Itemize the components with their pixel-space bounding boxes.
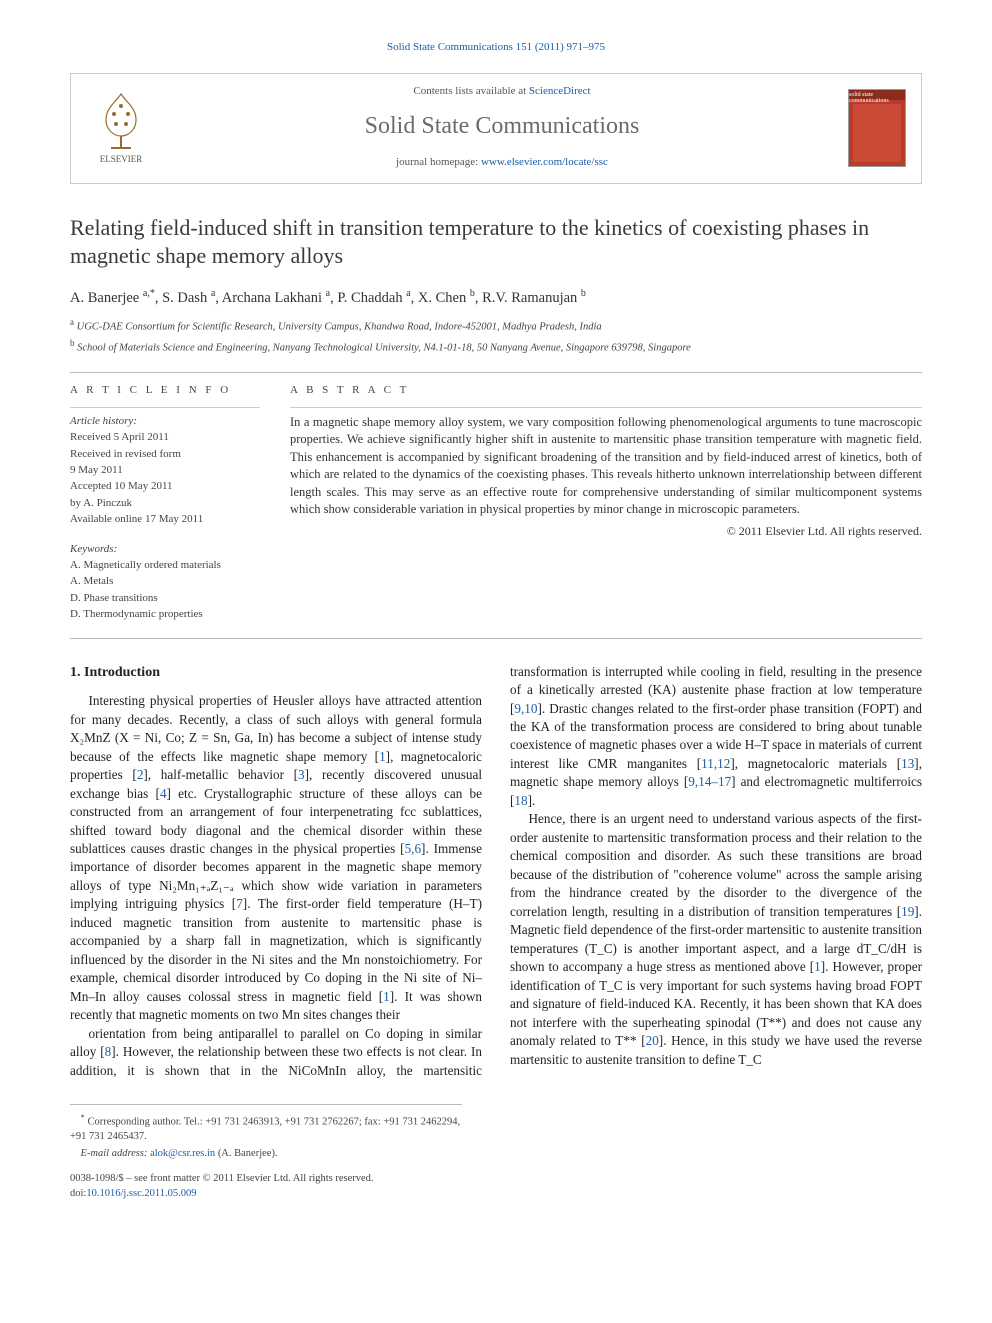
journal-cover-thumbnail: solid state communications: [848, 89, 906, 167]
contents-line: Contents lists available at ScienceDirec…: [176, 84, 828, 99]
citation-link[interactable]: Solid State Communications 151 (2011) 97…: [387, 41, 605, 53]
running-head: Solid State Communications 151 (2011) 97…: [70, 40, 922, 55]
corresponding-author-note: * Corresponding author. Tel.: +91 731 24…: [70, 1111, 462, 1145]
publisher-logo: ELSEVIER: [86, 86, 156, 169]
sciencedirect-link[interactable]: ScienceDirect: [529, 85, 591, 97]
article-info-block: A R T I C L E I N F O Article history: R…: [70, 383, 260, 623]
body-paragraph: Interesting physical properties of Heusl…: [70, 692, 482, 1025]
homepage-link[interactable]: www.elsevier.com/locate/ssc: [481, 156, 608, 168]
affiliation: b School of Materials Science and Engine…: [70, 337, 922, 356]
abstract-copyright: © 2011 Elsevier Ltd. All rights reserved…: [290, 523, 922, 540]
keyword-line: D. Thermodynamic properties: [70, 607, 260, 622]
abstract-block: A B S T R A C T In a magnetic shape memo…: [290, 383, 922, 623]
homepage-line: journal homepage: www.elsevier.com/locat…: [176, 155, 828, 170]
doi-link[interactable]: 10.1016/j.ssc.2011.05.009: [86, 1188, 196, 1199]
journal-masthead: ELSEVIER Contents lists available at Sci…: [70, 73, 922, 183]
front-matter-line: 0038-1098/$ – see front matter © 2011 El…: [70, 1172, 374, 1187]
journal-title: Solid State Communications: [176, 110, 828, 144]
article-history-label: Article history:: [70, 414, 260, 429]
history-line: by A. Pinczuk: [70, 496, 260, 511]
keyword-line: D. Phase transitions: [70, 591, 260, 606]
section-rule: [70, 638, 922, 639]
body-columns: 1. Introduction Interesting physical pro…: [70, 663, 922, 1081]
history-line: Accepted 10 May 2011: [70, 479, 260, 494]
keywords-label: Keywords:: [70, 542, 260, 557]
section-rule: [70, 372, 922, 373]
elsevier-tree-icon: ELSEVIER: [86, 86, 156, 164]
article-title: Relating field-induced shift in transiti…: [70, 214, 922, 271]
footnotes: * Corresponding author. Tel.: +91 731 24…: [70, 1104, 462, 1162]
page-footer: 0038-1098/$ – see front matter © 2011 El…: [70, 1172, 922, 1201]
corresponding-email-link[interactable]: alok@csr.res.in: [150, 1148, 215, 1159]
affiliation: a UGC-DAE Consortium for Scientific Rese…: [70, 316, 922, 335]
doi-line: doi:10.1016/j.ssc.2011.05.009: [70, 1187, 374, 1202]
author-list: A. Banerjee a,*, S. Dash a, Archana Lakh…: [70, 287, 922, 308]
publisher-name: ELSEVIER: [100, 154, 143, 164]
keyword-line: A. Magnetically ordered materials: [70, 558, 260, 573]
abstract-heading: A B S T R A C T: [290, 383, 922, 398]
history-line: 9 May 2011: [70, 463, 260, 478]
history-line: Available online 17 May 2011: [70, 512, 260, 527]
article-info-heading: A R T I C L E I N F O: [70, 383, 260, 398]
section-heading-intro: 1. Introduction: [70, 663, 482, 683]
abstract-text: In a magnetic shape memory alloy system,…: [290, 414, 922, 519]
email-note: E-mail address: alok@csr.res.in (A. Bane…: [70, 1147, 462, 1162]
history-line: Received 5 April 2011: [70, 430, 260, 445]
history-line: Received in revised form: [70, 447, 260, 462]
body-paragraph: Hence, there is an urgent need to unders…: [510, 810, 922, 1069]
keyword-line: A. Metals: [70, 574, 260, 589]
